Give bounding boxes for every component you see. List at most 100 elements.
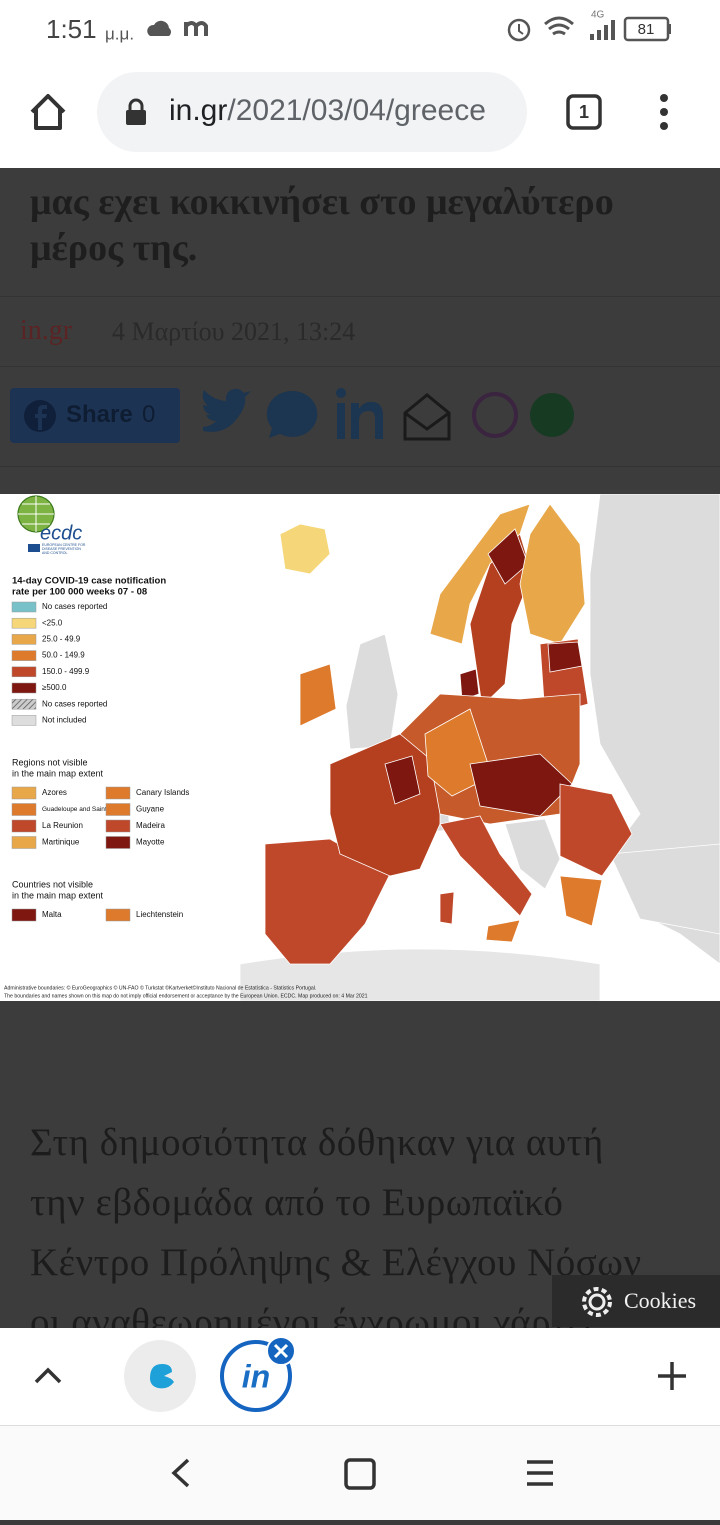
navigation-bar: [0, 1426, 720, 1520]
home-nav-button[interactable]: [344, 1458, 376, 1490]
address-bar[interactable]: in.gr/2021/03/04/greece: [97, 72, 527, 152]
source[interactable]: in.gr: [20, 315, 73, 346]
region: [469, 753, 573, 817]
tab-favicon: [150, 1364, 174, 1389]
legend-swatch: [11, 786, 37, 800]
legend-label: 50.0 - 149.9: [42, 651, 85, 660]
back-button[interactable]: [171, 1458, 190, 1488]
logo-subtitle: EUROPEAN CENTRE FOR DISEASE PREVENTION A…: [42, 543, 86, 555]
menu-dot[interactable]: [660, 94, 668, 102]
app-icon: [184, 21, 208, 36]
legend-label: 150.0 - 499.9: [42, 667, 90, 676]
land-not-included: [609, 843, 720, 935]
messenger-icon[interactable]: [266, 390, 318, 438]
toolbar-actions: 1: [566, 94, 668, 130]
region: [439, 891, 455, 925]
alarm-hands: [518, 24, 524, 35]
home-button[interactable]: [0, 60, 97, 168]
legend-label: La Reunion: [42, 821, 83, 830]
status-icons: 1:51 μ.μ. 4G 81: [46, 10, 671, 44]
legend-label: Guadeloupe and Saint Martin: [42, 806, 127, 813]
share-label: Share: [66, 401, 133, 428]
region: [559, 875, 603, 927]
viber-icon[interactable]: [472, 392, 518, 438]
divider: [0, 466, 720, 467]
legend-swatch: [11, 682, 37, 694]
covid-map: ecdc EUROPEAN CENTRE FOR DISEASE PREVENT…: [0, 494, 720, 1001]
email-icon[interactable]: [403, 393, 451, 441]
recents-button[interactable]: [527, 1460, 553, 1486]
body-line: την εβδομάδα από το Ευρωπαϊκό: [30, 1181, 564, 1224]
cookies-label: Cookies: [624, 1288, 697, 1313]
collapse-button[interactable]: [34, 1367, 62, 1384]
legend-swatch: [11, 908, 37, 922]
body-line: οι αναθεωρημένοι έγχρωμοι χάρτες: [30, 1301, 601, 1328]
land-not-included: [504, 818, 561, 890]
region: [299, 663, 337, 727]
share-count: 0: [142, 401, 156, 428]
cookies-icon: [582, 1287, 612, 1317]
legend-swatch: [11, 698, 37, 710]
tab-switcher[interactable]: [566, 94, 602, 130]
legend-label: No cases reported: [42, 602, 107, 611]
legend-title: Countries not visible: [12, 879, 93, 889]
battery-tip: [668, 24, 671, 34]
legend-label: No cases reported: [42, 699, 107, 708]
network-type: 4G: [591, 10, 605, 21]
menu-dot[interactable]: [660, 108, 668, 116]
lock-icon: [126, 98, 146, 125]
region: [329, 733, 441, 877]
body-line: Στη δημοσιότητα δόθηκαν για αυτή: [30, 1121, 604, 1164]
legend-label: Mayotte: [136, 838, 165, 847]
headline-line: μέρος της.: [30, 227, 198, 269]
legend-swatch: [11, 617, 37, 629]
linkedin-dot: [336, 388, 346, 398]
share-icons: [202, 388, 574, 441]
url-host: in.gr: [169, 94, 228, 127]
region: [547, 641, 583, 673]
facebook-icon: [24, 400, 56, 432]
land-not-included: [345, 633, 399, 750]
legend-title: Regions not visible: [12, 757, 88, 767]
legend-label: Martinique: [42, 838, 80, 847]
legend-swatch: [105, 819, 131, 833]
legend-label: Azores: [42, 788, 67, 797]
map-shapes: [239, 494, 720, 1001]
region: [485, 919, 521, 943]
legend-label: Canary Islands: [136, 788, 189, 797]
legend-swatch: [105, 908, 131, 922]
legend-label: Guyane: [136, 805, 165, 814]
legend-swatch: [11, 666, 37, 678]
home-icon: [30, 94, 66, 130]
twitter-icon[interactable]: [202, 388, 251, 432]
legend-swatch: [11, 601, 37, 613]
map-credit: Administrative boundaries: © EuroGeograp…: [4, 984, 316, 991]
legend-swatch: [11, 650, 37, 661]
legend-title: rate per 100 000 weeks 07 - 08: [12, 587, 147, 598]
tab-strip-icons: in: [34, 1336, 686, 1412]
share-button[interactable]: Share 0: [10, 388, 180, 443]
menu-dot[interactable]: [660, 122, 668, 130]
tab-strip: in: [0, 1328, 720, 1426]
region: [519, 503, 586, 645]
whatsapp-icon[interactable]: [530, 393, 574, 437]
new-tab[interactable]: [658, 1362, 686, 1390]
legend-label: Malta: [42, 910, 62, 919]
linkedin-n: [351, 401, 383, 439]
region: [559, 783, 633, 877]
linkedin-icon[interactable]: [337, 403, 345, 439]
divider: [0, 366, 720, 367]
legend-label: <25.0: [42, 618, 63, 627]
legend-swatch: [105, 786, 131, 800]
legend-label: 25.0 - 49.9: [42, 635, 81, 644]
body-line: Κέντρο Πρόληψης & Ελέγχου Νόσων: [30, 1241, 642, 1284]
legend-title: 14-day COVID-19 case notification: [12, 576, 166, 587]
legend-label: ≥500.0: [42, 683, 67, 692]
legend-label: Liechtenstein: [136, 910, 183, 919]
cookies-button[interactable]: Cookies: [552, 1275, 720, 1327]
active-tab-label: in: [242, 1358, 270, 1394]
signal-icon: [590, 20, 615, 40]
url: in.gr/2021/03/04/greece: [169, 94, 486, 128]
alarm-icon: [507, 18, 531, 42]
